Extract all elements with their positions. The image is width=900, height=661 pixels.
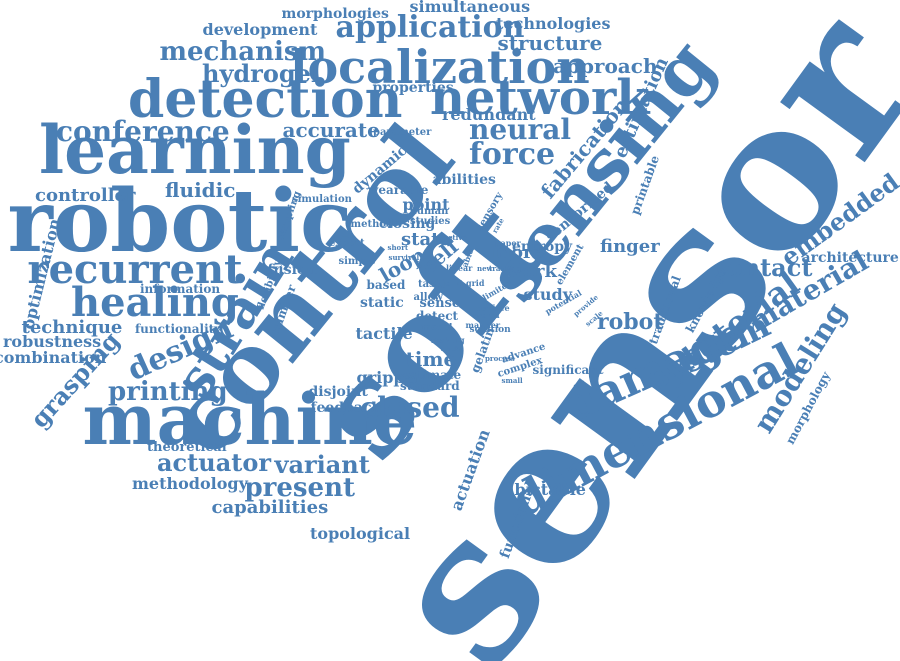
word: process bbox=[485, 353, 515, 363]
word: learning bbox=[39, 111, 351, 189]
word: time bbox=[405, 347, 457, 371]
word: wearable bbox=[368, 183, 429, 197]
word: contact bbox=[712, 253, 813, 282]
word: paper bbox=[495, 238, 521, 248]
word: static bbox=[360, 295, 404, 311]
word: combination bbox=[0, 348, 107, 367]
word: information bbox=[140, 282, 221, 296]
word: abilities bbox=[432, 172, 496, 188]
word: expert bbox=[329, 238, 365, 249]
word: localization bbox=[290, 40, 590, 94]
word: joint bbox=[442, 278, 464, 288]
word: survival bbox=[388, 252, 420, 262]
word: morphologies bbox=[281, 6, 389, 22]
word: entropy bbox=[512, 239, 573, 255]
word: architecture bbox=[801, 250, 899, 266]
word: standard bbox=[400, 379, 460, 393]
word: estimate bbox=[403, 368, 462, 382]
word: significant bbox=[532, 363, 604, 377]
word: printing bbox=[108, 377, 228, 407]
word: new bbox=[477, 263, 493, 273]
word: short bbox=[387, 242, 409, 252]
word: hydrogel bbox=[202, 59, 320, 88]
word: mechanism bbox=[159, 37, 327, 67]
word: closing bbox=[379, 216, 436, 232]
word: healing bbox=[71, 279, 239, 326]
word: capabilities bbox=[211, 497, 329, 518]
word: allow bbox=[413, 292, 443, 303]
word: variant bbox=[274, 450, 370, 479]
word: point bbox=[402, 195, 450, 214]
word: detect bbox=[416, 309, 459, 323]
word: more bbox=[492, 242, 544, 263]
word: neural bbox=[469, 113, 572, 146]
word: state bbox=[401, 229, 451, 250]
word: machine bbox=[82, 378, 418, 461]
word: linear bbox=[446, 263, 473, 273]
word: methodology bbox=[132, 474, 248, 493]
word: manner bbox=[465, 320, 501, 330]
word: simulation bbox=[292, 194, 352, 205]
word: detection bbox=[128, 69, 403, 130]
word: simple bbox=[338, 256, 376, 267]
word: properties bbox=[372, 80, 454, 96]
word: bistable bbox=[514, 480, 586, 499]
word: feedback bbox=[310, 400, 382, 416]
word: application bbox=[335, 10, 525, 45]
word: gripper bbox=[356, 368, 424, 387]
word: world bbox=[474, 310, 500, 320]
word: fluidic bbox=[165, 178, 236, 202]
word: actuator bbox=[157, 448, 271, 477]
word: present bbox=[244, 473, 356, 503]
word: fusion bbox=[267, 262, 317, 278]
word: sense bbox=[419, 295, 461, 311]
word: making bbox=[431, 335, 465, 345]
word: based bbox=[366, 278, 406, 292]
word: development bbox=[202, 20, 318, 39]
word: studies bbox=[410, 216, 451, 227]
word: redundant bbox=[442, 105, 536, 124]
word: technologies bbox=[496, 14, 611, 33]
word: finger bbox=[600, 236, 660, 257]
word: training bbox=[489, 263, 521, 273]
word: work bbox=[507, 261, 557, 282]
word: conference bbox=[56, 115, 230, 148]
word: structure bbox=[497, 31, 603, 55]
word: network bbox=[430, 70, 650, 126]
word: parameter bbox=[373, 127, 432, 138]
word: study bbox=[523, 285, 573, 304]
word: human bbox=[409, 206, 449, 217]
word: accurate bbox=[282, 118, 380, 142]
word: robot bbox=[597, 309, 664, 335]
word: tactile bbox=[355, 324, 413, 343]
word: robustness bbox=[3, 332, 102, 351]
word: robotic bbox=[7, 171, 353, 272]
word: small bbox=[501, 375, 523, 385]
word: controller bbox=[35, 185, 136, 206]
word: method bbox=[350, 219, 394, 230]
word: simultaneous bbox=[409, 0, 531, 16]
word: closed bbox=[360, 391, 460, 424]
word: grid bbox=[466, 278, 485, 288]
word: surface bbox=[476, 303, 510, 313]
word: touch bbox=[440, 346, 460, 353]
word: model bbox=[421, 322, 453, 333]
word: theoretical bbox=[147, 439, 227, 455]
word: task bbox=[418, 279, 442, 290]
word: disjoint bbox=[308, 384, 368, 400]
word: effective bbox=[433, 232, 467, 242]
word: solution bbox=[469, 324, 511, 335]
word: recurrent bbox=[27, 246, 243, 293]
word: topological bbox=[310, 524, 411, 543]
word: technique bbox=[21, 317, 123, 338]
word: functionality bbox=[135, 322, 222, 336]
word: approach bbox=[553, 54, 658, 78]
word: force bbox=[469, 137, 556, 172]
